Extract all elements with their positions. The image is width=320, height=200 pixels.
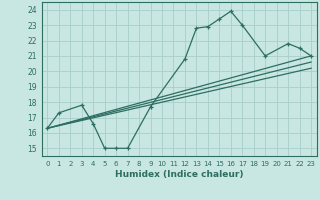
X-axis label: Humidex (Indice chaleur): Humidex (Indice chaleur) <box>115 170 244 179</box>
